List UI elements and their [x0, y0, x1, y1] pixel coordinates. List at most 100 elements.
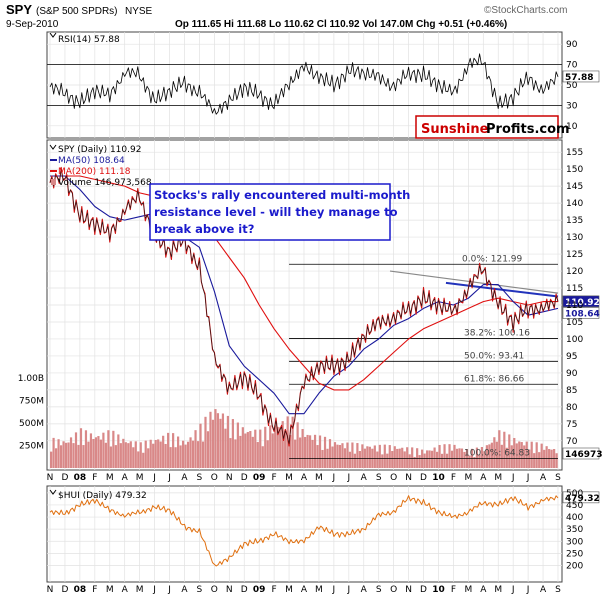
volume-bar	[209, 411, 212, 468]
volume-bar	[323, 436, 327, 468]
volume-bar	[473, 457, 476, 468]
volume-bar	[127, 443, 130, 468]
volume-bar	[129, 441, 132, 468]
volume-bar	[184, 444, 187, 468]
volume-bar	[201, 441, 205, 468]
price-tick-label: 75	[566, 420, 577, 430]
annotation-line-3: break above it?	[154, 222, 254, 236]
volume-value-tag-box	[562, 447, 600, 460]
volume-bars	[50, 409, 558, 468]
volume-bar	[189, 437, 192, 468]
volume-bar	[236, 422, 239, 468]
rsi-tick-label: 70	[566, 61, 578, 71]
volume-bar	[445, 453, 449, 468]
volume-bar	[475, 447, 479, 468]
volume-bar	[271, 433, 274, 468]
volume-bar	[92, 438, 95, 468]
volume-bar	[117, 434, 120, 468]
hui-tick-label: 400	[566, 513, 583, 523]
x-tick-label: M	[106, 473, 114, 483]
x-tick-label: A	[181, 585, 188, 595]
x-tick-label: A	[540, 473, 547, 483]
volume-bar	[318, 435, 322, 468]
symbol: SPY	[6, 2, 32, 17]
x-tick-label: F	[272, 473, 277, 483]
x-tick-label: A	[361, 585, 368, 595]
volume-bar	[279, 427, 282, 468]
volume-bar	[299, 437, 302, 468]
volume-bar	[84, 430, 88, 468]
volume-bar	[361, 444, 364, 468]
volume-bar	[52, 437, 55, 468]
fib-level-label: 100.0%: 64.83	[464, 448, 530, 458]
rsi-line	[49, 53, 559, 115]
volume-bar	[62, 441, 65, 468]
volume-bar	[331, 446, 334, 468]
volume-bar	[186, 441, 190, 468]
hui-tick-label: 300	[566, 537, 583, 547]
x-tick-label: M	[315, 473, 323, 483]
sunshine-profits-logo: Sunshine Profits.com	[415, 115, 570, 139]
volume-bar	[555, 453, 558, 468]
volume-bar	[181, 440, 185, 468]
x-tick-label: S	[376, 585, 382, 595]
volume-bar	[336, 444, 339, 468]
volume-bar	[485, 445, 488, 468]
volume-bar	[358, 451, 361, 468]
volume-bar	[338, 444, 342, 468]
x-tick-label: D	[241, 473, 248, 483]
volume-bar	[500, 444, 503, 468]
hui-legend: $HUI (Daily) 479.32	[49, 489, 147, 501]
x-tick-label: J	[511, 585, 515, 595]
volume-bar	[408, 454, 411, 468]
x-tick-label: M	[494, 473, 502, 483]
legend-ma50: MA(50) 108.64	[58, 156, 125, 166]
hui-value-tag: 479.32	[565, 494, 600, 504]
x-tick-label: S	[197, 473, 203, 483]
ma50-value-tag: 108.64	[565, 309, 600, 319]
volume-bar	[144, 440, 147, 468]
volume-bar	[450, 450, 454, 468]
x-tick-label: N	[405, 585, 412, 595]
rsi-tick-label: 50	[566, 81, 578, 91]
volume-bar	[87, 441, 90, 468]
x-tick-label: M	[464, 585, 472, 595]
volume-bar	[79, 428, 83, 468]
price-tick-label: 150	[566, 165, 583, 175]
volume-bar	[224, 428, 227, 468]
x-tick-label: N	[226, 585, 233, 595]
volume-bar	[69, 437, 73, 468]
x-tick-label: A	[301, 585, 308, 595]
volume-bar	[109, 446, 112, 468]
volume-bar	[328, 439, 332, 468]
volume-bar	[152, 443, 155, 468]
volume-bar	[94, 437, 98, 468]
volume-tick-label: 250M	[19, 442, 44, 452]
volume-bar	[54, 448, 58, 468]
volume-bar	[274, 425, 277, 468]
volume-bar	[191, 440, 195, 468]
volume-bar	[505, 447, 508, 468]
fib-level-label: 50.0%: 93.41	[464, 351, 524, 361]
x-tick-label: N	[47, 473, 54, 483]
volume-bar	[406, 447, 409, 468]
volume-bar	[162, 435, 165, 468]
volume-bar	[199, 423, 202, 468]
price-legend: SPY (Daily) 110.92 MA(50) 108.64 MA(200)…	[49, 144, 152, 188]
x-tick-label: A	[540, 585, 547, 595]
volume-bar	[421, 449, 424, 468]
ma200-line	[50, 175, 558, 391]
grid-layer	[47, 32, 562, 582]
volume-bar	[211, 419, 215, 468]
volume-bar	[291, 416, 294, 468]
volume-bar	[204, 416, 207, 468]
x-tick-label: M	[285, 473, 293, 483]
x-tick-label: J	[332, 473, 336, 483]
volume-bar	[261, 446, 264, 468]
volume-bar	[259, 429, 262, 468]
x-tick-label: S	[555, 473, 561, 483]
volume-bar	[134, 441, 137, 468]
volume-bar	[333, 442, 337, 468]
volume-bar	[214, 409, 217, 468]
